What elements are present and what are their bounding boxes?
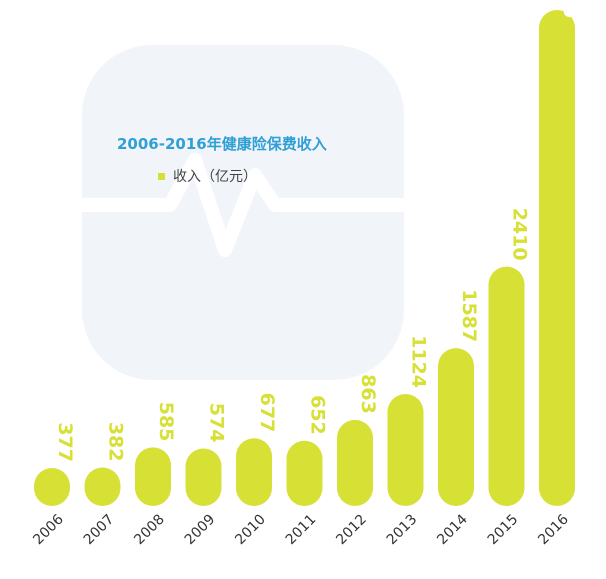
x-tick-2015: 2015 [485,512,522,549]
bar-2007 [84,467,121,506]
data-label-2015: 2410 [509,208,531,261]
data-label-2007: 382 [105,422,127,462]
bar-2010 [236,438,272,506]
data-label-2009: 574 [206,403,228,443]
x-tick-2008: 2008 [131,512,168,549]
bar-2011 [286,440,323,506]
data-label-2014: 1587 [458,289,480,342]
x-tick-2009: 2009 [182,512,219,549]
data-label-2010: 677 [256,393,278,433]
x-tick-2007: 2007 [81,512,118,549]
legend-label: 收入（亿元） [173,169,257,185]
bar-2015 [488,266,525,506]
bar-2012 [337,419,373,506]
bar-2008 [135,447,171,506]
bar-2013 [387,393,424,506]
data-label-2016: 5000 [559,0,581,18]
data-labels-group: 377 382 585 574 677 652 863 1124 1587 2410 5000 [54,0,581,462]
bar-2016 [539,10,575,506]
x-tick-2014: 2014 [434,511,471,548]
data-label-2011: 652 [307,395,329,435]
chart-title: 2006-2016年健康险保费收入 [117,135,327,153]
bar-2006 [34,468,70,506]
legend-swatch [158,172,165,180]
legend: 收入（亿元） [158,166,257,186]
data-label-2006: 377 [54,422,76,462]
x-tick-2013: 2013 [384,512,421,549]
data-label-2008: 585 [155,402,177,442]
x-tick-2012: 2012 [333,512,370,549]
bars-group [34,10,575,506]
x-tick-2010: 2010 [232,512,269,549]
bar-2009 [185,448,222,506]
x-tick-2006: 2006 [30,511,67,548]
bar-2014 [438,348,474,506]
data-label-2013: 1124 [408,335,430,388]
data-label-2012: 863 [357,374,379,414]
x-tick-labels-group: 2006 2007 2008 2009 2010 2011 2012 2013 2014 2015… [30,511,572,548]
x-tick-2016: 2016 [535,511,572,548]
x-tick-2011: 2011 [283,512,320,549]
background-pulse-line [82,153,404,257]
